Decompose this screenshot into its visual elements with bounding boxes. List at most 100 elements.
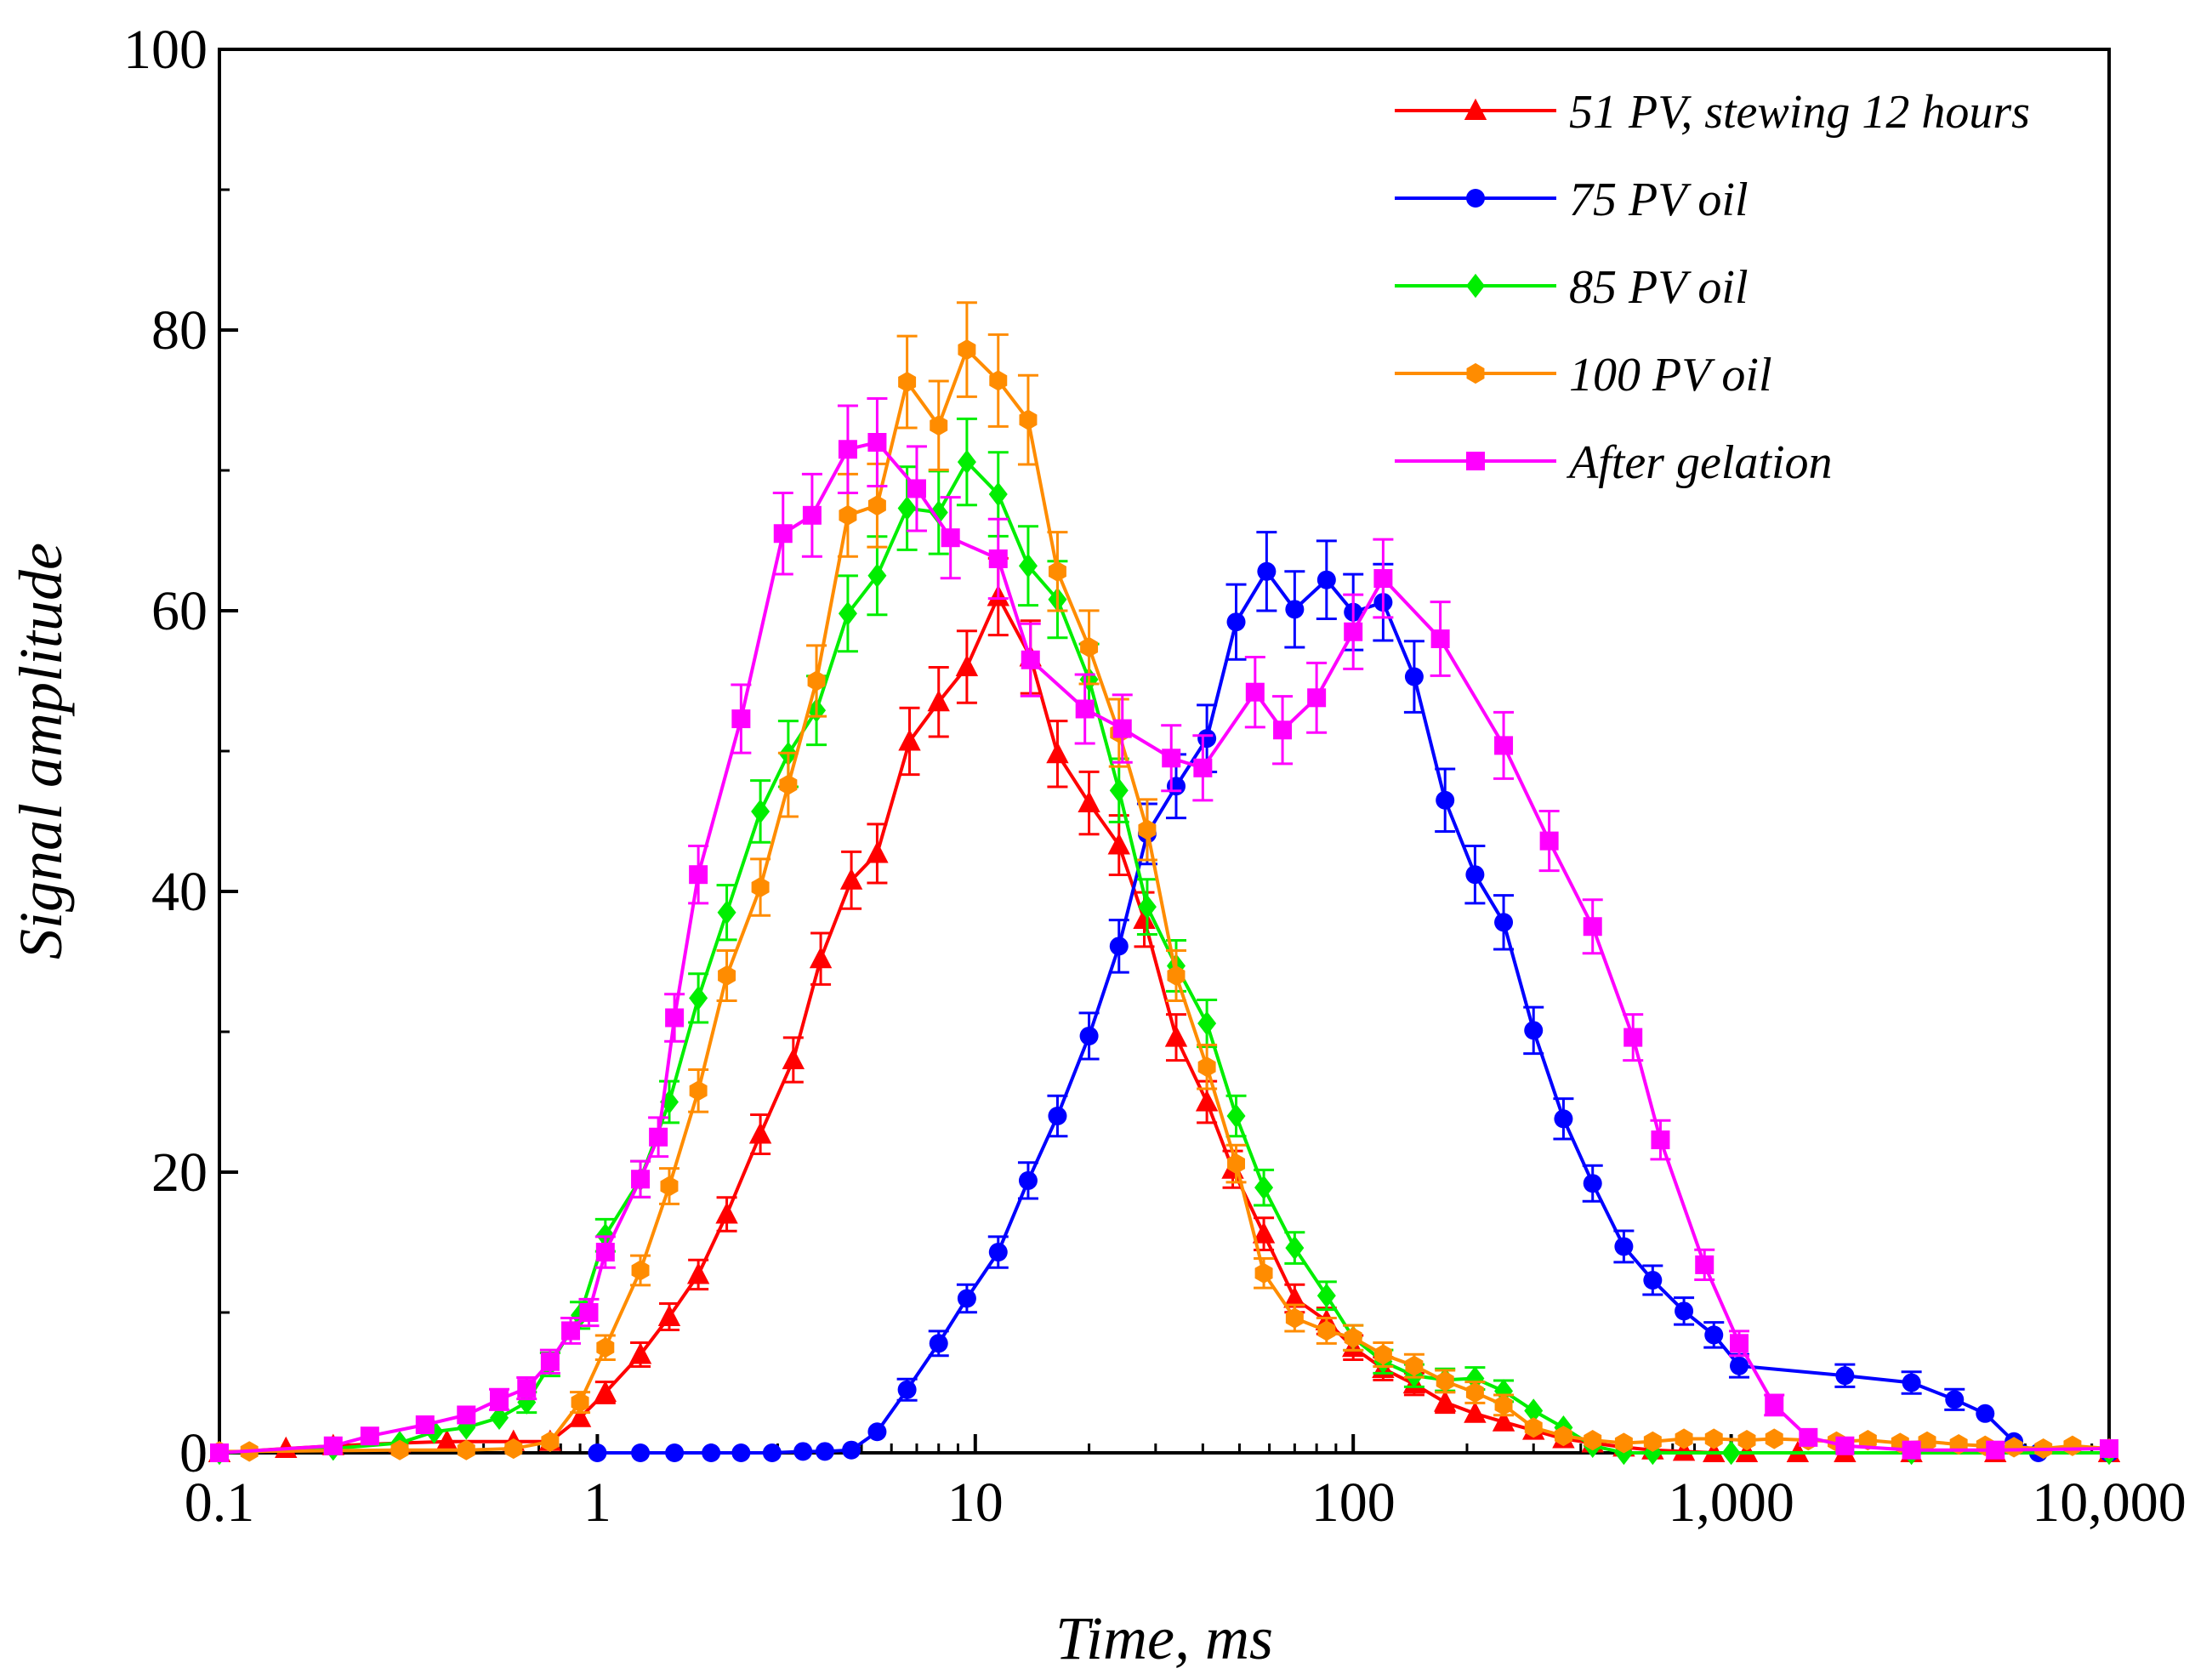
data-point xyxy=(1494,736,1514,755)
data-point xyxy=(838,601,857,626)
data-point xyxy=(1048,561,1066,582)
data-point xyxy=(435,1429,458,1451)
data-point xyxy=(1465,1366,1485,1391)
data-point xyxy=(1765,1428,1783,1449)
data-point xyxy=(1316,570,1336,589)
data-point xyxy=(1945,1390,1965,1409)
data-point xyxy=(1675,1301,1694,1321)
data-point xyxy=(1257,561,1277,581)
data-point xyxy=(1019,409,1038,430)
series-line xyxy=(597,568,2109,1455)
data-point xyxy=(457,1405,476,1425)
data-point xyxy=(748,1122,772,1144)
data-point xyxy=(839,868,863,890)
data-point xyxy=(1193,758,1213,777)
data-point xyxy=(1614,1432,1633,1454)
data-point xyxy=(571,1392,589,1413)
data-point xyxy=(1902,1440,1921,1460)
data-point xyxy=(1254,1262,1273,1284)
data-point xyxy=(988,549,1008,568)
data-point xyxy=(2063,1435,2082,1456)
data-point xyxy=(702,1443,721,1462)
legend-label: After gelation xyxy=(1566,436,1833,489)
data-point xyxy=(957,449,976,475)
data-point xyxy=(686,1262,710,1284)
data-point xyxy=(930,415,948,436)
data-point xyxy=(1344,1327,1362,1348)
data-point xyxy=(1285,1307,1304,1329)
data-point xyxy=(842,1440,861,1460)
x-axis-label: Time, ms xyxy=(1055,1604,1273,1672)
data-point xyxy=(1986,1440,2005,1460)
series-line xyxy=(219,440,2110,1455)
data-point xyxy=(1273,720,1293,740)
data-point xyxy=(1166,777,1186,796)
data-point xyxy=(1730,1334,1749,1353)
legend-marker xyxy=(1464,98,1487,120)
data-point xyxy=(1075,699,1095,719)
data-point xyxy=(1902,1373,1921,1392)
data-point xyxy=(731,1443,751,1462)
data-point xyxy=(1835,1366,1855,1386)
data-point xyxy=(1730,1356,1749,1375)
data-point xyxy=(717,900,736,925)
data-point xyxy=(1672,1439,1696,1461)
data-point xyxy=(631,1170,651,1189)
data-point xyxy=(929,1334,948,1353)
data-point xyxy=(517,1379,537,1398)
data-point xyxy=(1436,790,1455,810)
data-point xyxy=(1539,831,1559,851)
data-point xyxy=(807,670,826,692)
data-point xyxy=(631,1260,650,1281)
data-point xyxy=(1704,1325,1724,1345)
data-point xyxy=(490,1390,509,1409)
data-point xyxy=(628,1342,652,1364)
data-point xyxy=(1197,1011,1217,1036)
data-point xyxy=(1344,622,1363,641)
y-tick-label: 0 xyxy=(179,1422,208,1484)
data-point xyxy=(867,495,886,516)
data-point xyxy=(1465,865,1485,885)
data-point xyxy=(1078,790,1100,813)
data-point xyxy=(1285,1235,1305,1261)
data-point xyxy=(1197,1056,1216,1078)
data-point xyxy=(596,1337,615,1358)
legend-marker xyxy=(1466,362,1485,384)
series-line xyxy=(219,346,2110,1454)
data-point xyxy=(1317,1320,1336,1341)
y-axis-label: Signal amplitude xyxy=(7,543,75,959)
y-tick-label: 20 xyxy=(151,1142,208,1204)
data-point xyxy=(1316,1283,1336,1308)
data-point xyxy=(898,729,921,751)
series-after-gelation xyxy=(210,397,2118,1462)
data-point xyxy=(1976,1404,1995,1423)
data-point xyxy=(1167,965,1186,987)
data-point xyxy=(1283,1286,1306,1308)
data-point xyxy=(689,986,708,1011)
data-point xyxy=(1695,1255,1714,1274)
data-point xyxy=(867,1422,887,1442)
data-point xyxy=(2100,1439,2118,1459)
data-point xyxy=(941,528,960,548)
y-tick-label: 100 xyxy=(123,19,208,81)
data-point xyxy=(1252,1221,1276,1244)
data-point xyxy=(1226,612,1246,632)
data-point xyxy=(1584,1430,1602,1451)
data-point xyxy=(665,1008,685,1028)
data-point xyxy=(1405,1355,1424,1376)
data-point xyxy=(1492,1409,1515,1432)
data-point xyxy=(1373,569,1393,589)
data-point xyxy=(1109,937,1129,956)
data-point xyxy=(989,370,1008,391)
series-51-pv-stewing-12-hours xyxy=(208,556,2121,1462)
data-point xyxy=(568,1405,592,1427)
data-point xyxy=(1164,1025,1188,1047)
data-point xyxy=(1137,894,1157,920)
data-point xyxy=(1021,650,1040,669)
y-tick-label: 80 xyxy=(151,299,208,362)
data-point xyxy=(1554,1109,1573,1129)
data-point xyxy=(1138,819,1157,840)
legend-label: 100 PV oil xyxy=(1569,349,1772,401)
data-point xyxy=(579,1303,599,1322)
